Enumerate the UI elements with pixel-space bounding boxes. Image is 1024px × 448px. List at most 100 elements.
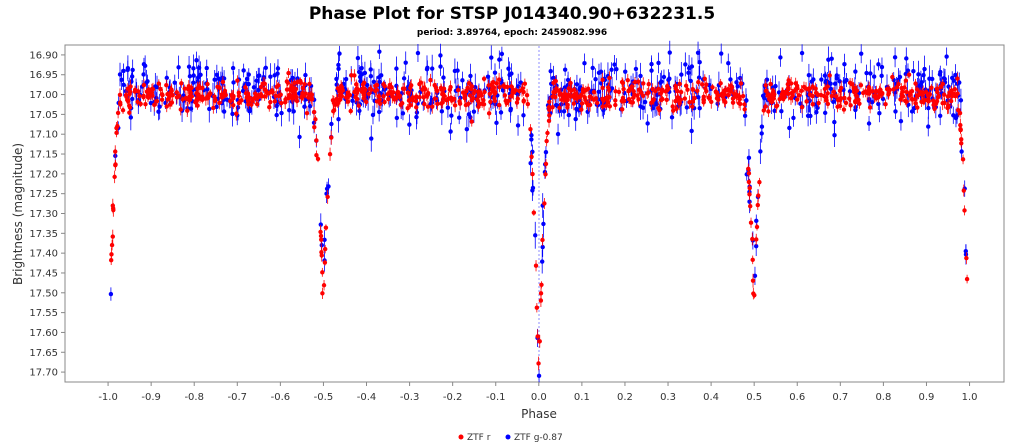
data-point bbox=[128, 115, 134, 120]
data-point bbox=[121, 82, 126, 87]
data-point bbox=[324, 186, 330, 191]
data-point bbox=[632, 79, 638, 85]
data-point bbox=[667, 50, 672, 55]
data-point bbox=[439, 87, 444, 92]
data-point bbox=[619, 79, 625, 85]
data-point bbox=[337, 51, 342, 56]
data-point bbox=[219, 95, 225, 100]
data-point bbox=[933, 101, 939, 106]
x-tick-label: 0.7 bbox=[832, 392, 848, 403]
data-point bbox=[169, 100, 175, 105]
data-point bbox=[159, 97, 165, 102]
data-point bbox=[158, 86, 163, 92]
data-point bbox=[934, 86, 940, 91]
data-point bbox=[511, 90, 516, 95]
data-point bbox=[896, 81, 901, 87]
data-point bbox=[490, 80, 496, 85]
x-tick-label: -1.0 bbox=[98, 392, 118, 403]
data-point bbox=[834, 76, 840, 81]
data-point bbox=[833, 93, 839, 99]
data-point bbox=[742, 107, 747, 112]
data-point bbox=[425, 104, 431, 109]
data-point bbox=[297, 134, 302, 140]
data-point bbox=[217, 85, 222, 90]
data-point bbox=[585, 109, 590, 114]
data-point bbox=[574, 91, 579, 96]
data-point bbox=[496, 77, 502, 82]
data-point bbox=[962, 208, 967, 213]
data-point bbox=[810, 93, 815, 99]
data-point bbox=[425, 65, 430, 71]
data-point bbox=[726, 87, 731, 92]
data-point bbox=[188, 106, 194, 111]
data-point bbox=[401, 76, 407, 81]
data-point bbox=[682, 96, 688, 101]
data-point bbox=[897, 74, 903, 80]
data-point bbox=[168, 90, 173, 95]
data-point bbox=[221, 109, 227, 114]
y-tick-label: 16.95 bbox=[29, 70, 58, 81]
data-point bbox=[879, 73, 884, 79]
data-point bbox=[728, 77, 733, 82]
data-point bbox=[893, 109, 898, 114]
data-point bbox=[804, 99, 809, 104]
data-point bbox=[898, 97, 903, 102]
data-point bbox=[922, 97, 927, 103]
data-point bbox=[493, 101, 498, 107]
data-point bbox=[165, 97, 171, 102]
data-point bbox=[329, 135, 334, 140]
data-point bbox=[531, 210, 537, 215]
data-point bbox=[914, 93, 920, 99]
data-point bbox=[898, 118, 904, 124]
data-point bbox=[127, 103, 132, 108]
data-point bbox=[329, 121, 334, 127]
data-point bbox=[562, 92, 567, 98]
data-point bbox=[787, 125, 792, 131]
data-point bbox=[369, 87, 374, 92]
data-point bbox=[614, 66, 619, 72]
data-point bbox=[631, 89, 636, 94]
data-point bbox=[117, 100, 123, 105]
data-point bbox=[773, 83, 778, 89]
data-point bbox=[905, 68, 911, 73]
data-point bbox=[650, 86, 655, 92]
data-point bbox=[853, 69, 858, 74]
data-point bbox=[842, 61, 847, 67]
data-point bbox=[414, 114, 419, 120]
data-point bbox=[536, 361, 541, 366]
data-point bbox=[810, 102, 815, 107]
data-point bbox=[230, 65, 236, 71]
data-point bbox=[536, 373, 542, 379]
data-point bbox=[555, 131, 561, 137]
data-point bbox=[117, 72, 123, 77]
data-point bbox=[377, 90, 382, 95]
data-point bbox=[369, 136, 374, 141]
y-axis: 16.90 16.95 17.00 17.05 17.10 17.15 17.20 17.25… bbox=[29, 50, 65, 379]
y-tick-label: 17.00 bbox=[29, 90, 58, 101]
data-point bbox=[866, 91, 872, 96]
data-point bbox=[701, 100, 706, 105]
data-point bbox=[304, 110, 310, 116]
data-point bbox=[747, 192, 752, 197]
data-point bbox=[778, 55, 783, 60]
x-tick-label: 0.9 bbox=[919, 392, 935, 403]
data-point bbox=[323, 225, 329, 230]
data-point bbox=[141, 72, 146, 77]
chart-title: Phase Plot for STSP J014340.90+632231.5 bbox=[309, 4, 715, 24]
data-point bbox=[871, 74, 877, 79]
data-point bbox=[108, 258, 114, 263]
data-point bbox=[300, 85, 306, 91]
data-point bbox=[843, 100, 849, 106]
data-point bbox=[723, 99, 728, 105]
data-point bbox=[462, 93, 468, 98]
data-point bbox=[754, 237, 759, 242]
data-point bbox=[587, 102, 593, 108]
data-point bbox=[471, 109, 477, 114]
data-point bbox=[884, 86, 890, 92]
data-point bbox=[683, 62, 688, 67]
data-point bbox=[870, 89, 875, 94]
data-point bbox=[447, 87, 453, 92]
data-point bbox=[774, 103, 780, 108]
data-point bbox=[145, 93, 151, 99]
data-point bbox=[559, 97, 565, 102]
